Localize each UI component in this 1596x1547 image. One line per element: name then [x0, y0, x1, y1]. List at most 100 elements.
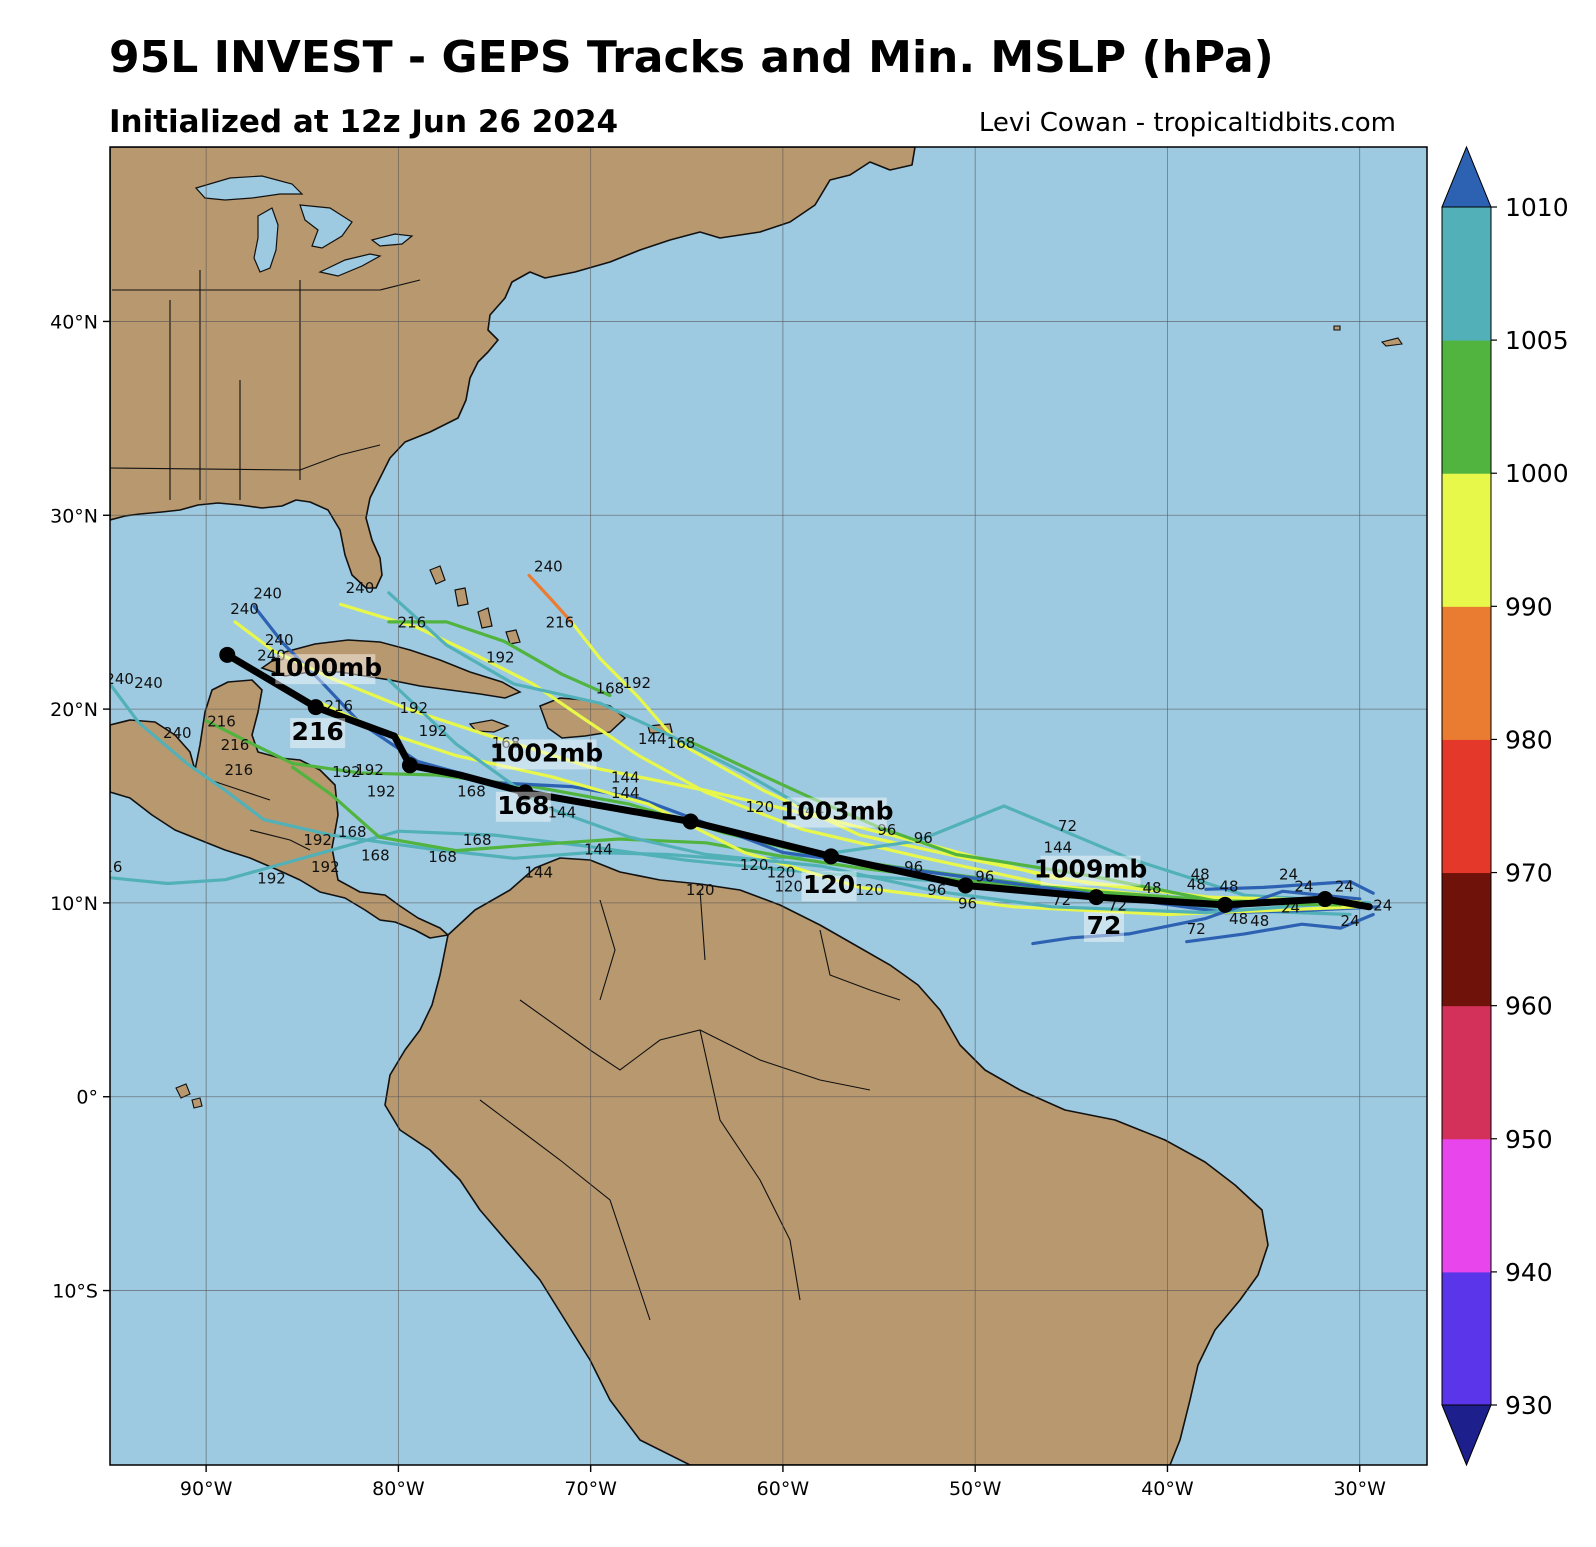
forecast-hour-label: 168 [338, 823, 367, 841]
forecast-hour-label: 240 [163, 724, 192, 742]
map-frame [109, 146, 1428, 1466]
forecast-hour-label: 144 [796, 802, 825, 820]
member-track [1204, 880, 1375, 895]
forecast-hour-label: 216 [221, 736, 250, 754]
lake-superior [194, 175, 304, 201]
forecast-hour-label: 48 [1229, 910, 1248, 928]
member-track [319, 701, 1362, 917]
land-galapagos [175, 1083, 203, 1109]
forecast-hour-label: 24 [1335, 877, 1354, 895]
colorbar-label: 960 [1505, 992, 1553, 1021]
forecast-hour-label: 192 [419, 722, 448, 740]
forecast-hour-label: 24 [1373, 897, 1392, 915]
lat-tick-label: 40°N [50, 311, 98, 333]
colorbar-under-arrow [1441, 1404, 1492, 1467]
land-north-america [110, 147, 916, 589]
member-track [387, 678, 1343, 915]
label-backdrop [495, 791, 551, 822]
forecast-hour-label: 96 [975, 868, 994, 886]
mean-position-marker [219, 646, 236, 663]
credit-text: Levi Cowan - tropicaltidbits.com [978, 108, 1396, 138]
forecast-hour-label: 192 [355, 761, 384, 779]
forecast-hour-label: 120 [686, 881, 715, 899]
pressure-label: 1000mb [269, 653, 383, 682]
lat-tick-label: 20°N [50, 699, 98, 721]
lon-tick-label: 30°W [1333, 1478, 1386, 1500]
label-backdrop [1040, 855, 1141, 886]
member-track [233, 620, 1362, 903]
member-track [527, 573, 573, 624]
mean-position-marker [957, 877, 974, 894]
land-central-america [110, 679, 449, 939]
forecast-hour-label: 24 [1341, 912, 1360, 930]
forecast-hour-label: 168 [457, 782, 486, 800]
mean-position-marker [307, 699, 324, 716]
lake-michigan [253, 207, 279, 273]
forecast-hour-label: 144 [547, 804, 576, 822]
forecast-hour-label: 96 [914, 829, 933, 847]
pressure-label: 120 [803, 870, 855, 899]
forecast-hour-label: 96 [927, 881, 946, 899]
forecast-hour-label: 192 [622, 674, 651, 692]
forecast-hour-label: 120 [767, 864, 796, 882]
pressure-label: 1002mb [490, 738, 604, 767]
forecast-hour-label: 168 [492, 734, 521, 752]
land-bahamas [429, 565, 521, 645]
member-track [1185, 912, 1375, 944]
lat-tick-label: 10°S [52, 1281, 98, 1303]
mean-position-marker [517, 784, 534, 801]
forecast-hour-label: 96 [958, 895, 977, 913]
label-backdrop [801, 871, 857, 902]
forecast-hour-label: 240 [534, 557, 563, 575]
mean-position-marker [401, 757, 418, 774]
forecast-hour-label: 120 [855, 881, 884, 899]
forecast-hour-label: 240 [134, 674, 163, 692]
mean-position-marker [1088, 889, 1105, 906]
init-time-subtitle: Initialized at 12z Jun 26 2024 [109, 104, 619, 140]
forecast-hour-label: 192 [311, 858, 340, 876]
forecast-hour-label: 48 [1191, 866, 1210, 884]
lake-huron [299, 204, 353, 249]
axis-ticks: 90°W 80°W 70°W 60°W 50°W 40°W 30°W 40°N 30°N 20°N… [50, 311, 1386, 1500]
forecast-hour-label: 168 [463, 831, 492, 849]
forecast-hour-label: 120 [740, 856, 769, 874]
forecast-hour-label: 240 [253, 585, 282, 603]
pressure-label: 1009mb [1034, 855, 1148, 884]
forecast-hour-label: 240 [265, 631, 294, 649]
forecast-hour-label: 168 [667, 734, 696, 752]
ensemble-mean-layer [219, 646, 1373, 913]
forecast-hour-label: 168 [428, 848, 457, 866]
colorbar-segment [1442, 1138, 1491, 1273]
lon-tick-label: 60°W [757, 1478, 810, 1500]
colorbar-segment [1442, 872, 1491, 1007]
forecast-hour-label: 144 [584, 840, 613, 858]
colorbar-label: 980 [1505, 725, 1553, 754]
colorbar-label: 940 [1505, 1258, 1553, 1287]
forecast-hour-label: 240 [257, 647, 286, 665]
lake-erie [318, 253, 382, 277]
colorbar-label: 1010 [1505, 193, 1569, 222]
forecast-hour-label: 48 [1187, 875, 1206, 893]
land-azores [1333, 325, 1403, 347]
forecast-hour-label: 216 [207, 713, 236, 731]
colorbar-label: 1000 [1505, 459, 1569, 488]
colorbar-label: 930 [1505, 1391, 1553, 1420]
lon-tick-label: 40°W [1141, 1478, 1194, 1500]
forecast-hour-label: 48 [1250, 912, 1269, 930]
lon-tick-label: 80°W [372, 1478, 425, 1500]
label-backdrop [786, 797, 887, 828]
pressure-label: 216 [292, 717, 344, 746]
pressure-label: 168 [497, 791, 549, 820]
colorbar-label: 1005 [1505, 326, 1569, 355]
forecast-hour-label: 144 [638, 730, 667, 748]
member-track [110, 682, 1371, 905]
lake-ontario [370, 233, 414, 247]
colorbar-frame [1441, 206, 1492, 1406]
member-track [1031, 889, 1362, 946]
colorbar-label: 950 [1505, 1125, 1553, 1154]
land-layer [110, 147, 1403, 1465]
mean-position-marker [1317, 891, 1334, 908]
forecast-hour-label: 144 [611, 769, 640, 787]
member-track [339, 602, 1362, 905]
